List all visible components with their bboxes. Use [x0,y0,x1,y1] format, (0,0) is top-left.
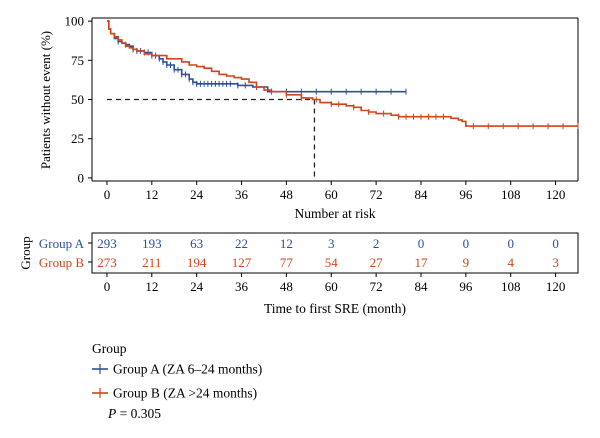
y-tick-label: 0 [78,170,85,185]
risk-table-x-ticks: 0 12 24 36 48 60 72 84 96 108 120 [104,273,566,294]
y-tick-group: 0 25 50 75 100 [65,14,92,185]
risk-value-group-a: 193 [142,236,162,251]
risk-value-group-a: 0 [552,236,559,251]
risk-x-tick-label: 36 [235,279,249,294]
risk-value-group-b: 54 [325,255,339,270]
risk-x-tick-label: 84 [414,279,428,294]
p-value-text: P = 0.305 [107,406,161,421]
x-tick-label: 0 [104,187,111,202]
x-axis-label: Number at risk [295,206,376,221]
x-tick-label: 12 [145,187,158,202]
risk-row-label-group-a: Group A [39,236,85,251]
legend-label-group-b: Group B (ZA >24 months) [113,386,257,401]
legend: Group Group A (ZA 6–24 months) Group B (Z… [92,341,262,421]
x-tick-label: 96 [459,187,473,202]
risk-value-group-a: 3 [328,236,335,251]
risk-value-group-a: 0 [463,236,470,251]
risk-value-group-b: 273 [97,255,117,270]
risk-value-group-a: 12 [280,236,293,251]
survival-curve-group-b [107,20,578,127]
x-tick-label: 60 [325,187,338,202]
risk-value-group-a: 0 [507,236,514,251]
risk-table-axis-title: Group [18,236,33,269]
survival-curves [107,20,579,130]
risk-value-group-a: 0 [418,236,425,251]
x-tick-label: 48 [280,187,293,202]
y-tick-label: 50 [71,92,84,107]
risk-x-tick-label: 60 [325,279,338,294]
risk-table-frame [91,232,579,274]
y-tick-label: 75 [71,53,84,68]
risk-x-tick-label: 120 [546,279,566,294]
risk-x-tick-label: 0 [104,279,111,294]
survival-plot: 0 25 50 75 100 0 12 24 36 48 60 72 84 96 108 120 Patie… [38,14,579,221]
x-tick-label: 24 [190,187,204,202]
p-value-symbol: P [107,406,116,421]
risk-value-group-a: 293 [97,236,117,251]
x-tick-label: 120 [546,187,566,202]
risk-value-group-b: 9 [463,255,470,270]
risk-row-label-group-b: Group B [39,255,84,270]
legend-label-group-a: Group A (ZA 6–24 months) [113,362,262,377]
risk-x-tick-label: 96 [459,279,473,294]
risk-value-group-a: 2 [373,236,380,251]
risk-value-group-b: 3 [552,255,559,270]
risk-x-tick-label: 72 [370,279,383,294]
y-tick-label: 25 [71,131,84,146]
risk-value-group-b: 211 [142,255,161,270]
legend-items: Group A (ZA 6–24 months) Group B (ZA >24 … [92,362,262,401]
y-tick-label: 100 [65,14,85,29]
risk-table: Group Group A 293 193 63 22 12 3 2 0 0 0 0 Group B 27… [18,232,579,316]
x-tick-group: 0 12 24 36 48 60 72 84 96 108 120 [104,181,566,202]
risk-value-group-b: 4 [507,255,514,270]
x-tick-label: 84 [414,187,428,202]
risk-x-tick-label: 24 [190,279,204,294]
risk-value-group-b: 127 [232,255,252,270]
risk-x-tick-label: 108 [501,279,521,294]
p-value-number: = 0.305 [116,406,161,421]
risk-value-group-b: 194 [187,255,207,270]
x-tick-label: 108 [501,187,521,202]
x-tick-label: 72 [370,187,383,202]
risk-x-tick-label: 48 [280,279,293,294]
risk-table-x-label: Time to first SRE (month) [264,301,406,316]
y-axis-label: Patients without event (%) [38,31,53,169]
risk-value-group-a: 22 [235,236,248,251]
risk-value-group-a: 63 [190,236,203,251]
x-tick-label: 36 [235,187,249,202]
legend-title: Group [92,341,127,356]
risk-x-tick-label: 12 [145,279,158,294]
risk-value-group-b: 77 [280,255,294,270]
risk-value-group-b: 27 [370,255,384,270]
median-reference-lines [106,98,316,178]
risk-value-group-b: 17 [414,255,428,270]
